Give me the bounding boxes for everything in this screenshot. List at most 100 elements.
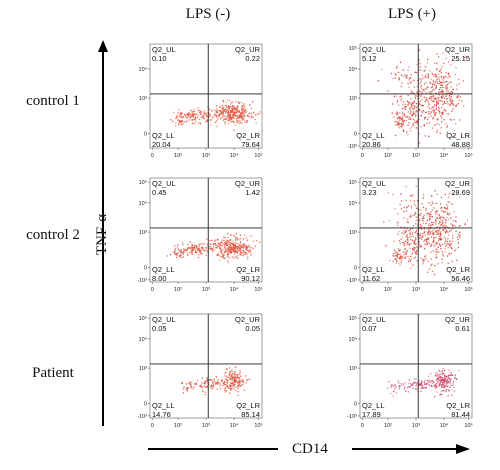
plot-svg: -10³ 0 10³ 10⁴ 10⁵ 0 10² 10³ 10⁴ 10⁵ Q2_UL5.12 Q2_U…	[347, 43, 473, 159]
quadrant-ll-value: 8.00	[152, 274, 167, 283]
quadrant-ul-value: 5.12	[362, 54, 377, 63]
x-tick-label: 10⁵	[254, 286, 262, 293]
quadrant-ur-label: Q2_UR	[445, 315, 471, 324]
plot-svg: 0 10³ 10⁴ 0 10² 10³ 10⁴ 10⁵ Q2_UL0.10 Q2_UR0.22 Q2…	[139, 43, 263, 159]
quadrant-lr-label: Q2_LR	[446, 265, 470, 274]
quadrant-ur-label: Q2_UR	[235, 315, 261, 324]
y-tick-label: 0	[144, 131, 147, 137]
quadrant-ur-value: 0.22	[245, 54, 260, 63]
quadrant-lr-value: 90.12	[241, 274, 260, 283]
x-tick-label: 10²	[384, 153, 392, 159]
y-tick-label: 0	[144, 401, 147, 407]
x-tick-label: 10²	[174, 153, 182, 159]
quadrant-lr-label: Q2_LR	[446, 401, 470, 410]
y-tick-label: 10⁴	[139, 336, 148, 343]
y-tick-label: -10³	[347, 144, 357, 150]
row-label-control-2: control 2	[26, 227, 80, 243]
plot-svg: -10³ 0 10³ 10⁴ 10⁵ 0 10² 10³ 10⁴ 10⁵ Q2_UL0.07 Q2_U…	[347, 313, 473, 429]
plot-svg: -10³ 0 10³ 10⁴ 10⁵ 0 10² 10³ 10⁴ 10⁵ Q2_UL0.45 Q2_U…	[137, 177, 263, 293]
quadrant-ul-label: Q2_UL	[362, 45, 386, 54]
quadrant-ul-label: Q2_UL	[152, 179, 176, 188]
quadrant-ll-label: Q2_LL	[362, 401, 385, 410]
quadrant-ll-value: 20.04	[152, 140, 171, 149]
x-tick-label: 0	[151, 287, 154, 293]
row-label-patient: Patient	[32, 365, 74, 381]
flow-plot-control1-lps-minus: 0 10³ 10⁴ 0 10² 10³ 10⁴ 10⁵ Q2_UL 0.10 Q2_UR 0.22 Q2…	[128, 40, 270, 166]
x-axis-arrow-right	[352, 444, 470, 454]
x-tick-label: 10⁵	[464, 422, 472, 429]
flow-plot-control2-lps-minus: -10³ 0 10³ 10⁴ 10⁵ 0 10² 10³ 10⁴ 10⁵ Q2_UL 0.45 Q2_U…	[128, 174, 270, 300]
x-tick-label: 10³	[412, 153, 420, 159]
quadrant-ur-value: 1.42	[245, 188, 260, 197]
column-header-lps-plus: LPS (+)	[387, 6, 437, 22]
y-tick-label: 0	[354, 131, 357, 137]
x-axis-label: CD14	[292, 441, 328, 457]
x-tick-label: 10²	[384, 423, 392, 429]
x-tick-label: 10⁵	[254, 152, 262, 159]
y-tick-label: 10⁴	[349, 66, 358, 73]
quadrant-ul-label: Q2_UL	[152, 45, 176, 54]
x-tick-label: 10³	[202, 423, 210, 429]
event-dots	[377, 49, 466, 144]
quadrant-ur-value: 0.61	[455, 324, 470, 333]
quadrant-lr-value: 79.64	[241, 140, 260, 149]
y-axis-arrow	[98, 40, 108, 426]
x-tick-label: 0	[361, 423, 364, 429]
y-tick-label: -10³	[347, 278, 357, 284]
y-tick-label: -10³	[137, 278, 147, 284]
y-tick-label: 10³	[349, 96, 357, 102]
flow-plot-control1-lps-plus: -10³ 0 10³ 10⁴ 10⁵ 0 10² 10³ 10⁴ 10⁵ Q2_UL 5.12 Q2_U…	[338, 40, 480, 166]
flow-plot-patient-lps-plus: -10³ 0 10³ 10⁴ 10⁵ 0 10² 10³ 10⁴ 10⁵ Q2_UL 0.07 Q2_U…	[338, 310, 480, 436]
y-tick-label: 10⁵	[139, 179, 147, 186]
quadrant-ul-value: 0.45	[152, 188, 167, 197]
y-tick-label: -10³	[347, 414, 357, 420]
y-tick-label: 10⁴	[139, 200, 148, 207]
y-tick-label: 10⁴	[349, 336, 358, 343]
x-tick-label: 10²	[384, 287, 392, 293]
quadrant-ll-value: 20.86	[362, 140, 381, 149]
y-tick-label: 10⁵	[349, 179, 357, 186]
quadrant-ul-value: 0.10	[152, 54, 167, 63]
quadrant-lr-value: 48.88	[451, 140, 470, 149]
x-tick-label: 10⁴	[440, 152, 449, 159]
quadrant-ll-label: Q2_LL	[152, 131, 175, 140]
y-tick-label: 10³	[349, 366, 357, 372]
x-tick-label: 10⁵	[464, 286, 472, 293]
y-tick-label: 10⁴	[139, 66, 148, 73]
quadrant-lr-value: 56.46	[451, 274, 470, 283]
event-dots	[386, 368, 460, 398]
quadrant-ul-value: 0.05	[152, 324, 167, 333]
quadrant-ll-label: Q2_LL	[362, 265, 385, 274]
x-tick-label: 10⁴	[230, 422, 239, 429]
column-header-lps-minus: LPS (-)	[185, 6, 231, 22]
quadrant-ur-value: 0.05	[245, 324, 260, 333]
x-tick-label: 10³	[202, 287, 210, 293]
quadrant-ul-value: 3.23	[362, 188, 377, 197]
quadrant-ll-value: 14.76	[152, 410, 171, 419]
x-tick-label: 10³	[412, 287, 420, 293]
x-tick-label: 10²	[174, 423, 182, 429]
x-tick-label: 10³	[412, 423, 420, 429]
x-tick-label: 0	[151, 153, 154, 159]
quadrant-lr-label: Q2_LR	[236, 131, 260, 140]
y-tick-label: 10⁵	[139, 315, 147, 322]
y-tick-label: 0	[354, 265, 357, 271]
y-tick-label: 0	[354, 401, 357, 407]
y-tick-label: 10⁴	[349, 200, 358, 207]
event-dots	[383, 185, 469, 276]
y-tick-label: -10³	[137, 414, 147, 420]
quadrant-ur-label: Q2_UR	[235, 45, 261, 54]
x-tick-label: 10³	[202, 153, 210, 159]
flow-plot-control2-lps-plus: -10³ 0 10³ 10⁴ 10⁵ 0 10² 10³ 10⁴ 10⁵ Q2_UL 3.23 Q2_U…	[338, 174, 480, 300]
x-tick-label: 10⁵	[254, 422, 262, 429]
event-dots	[170, 99, 261, 131]
quadrant-ur-value: 25.15	[451, 54, 470, 63]
quadrant-ll-value: 17.89	[362, 410, 381, 419]
quadrant-lr-value: 85.14	[241, 410, 260, 419]
quadrant-ul-label: Q2_UL	[362, 179, 386, 188]
y-tick-label: 10³	[139, 96, 147, 102]
x-tick-label: 0	[151, 423, 154, 429]
quadrant-ul-label: Q2_UL	[152, 315, 176, 324]
quadrant-lr-label: Q2_LR	[446, 131, 470, 140]
